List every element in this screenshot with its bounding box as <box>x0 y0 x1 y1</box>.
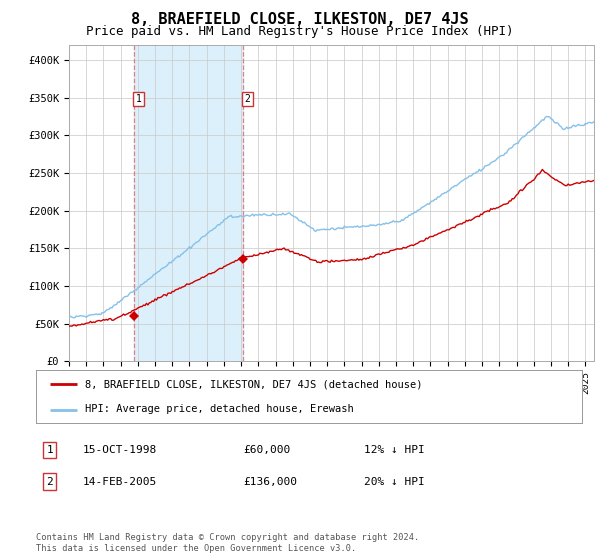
Bar <box>134 45 243 361</box>
Text: 8, BRAEFIELD CLOSE, ILKESTON, DE7 4JS: 8, BRAEFIELD CLOSE, ILKESTON, DE7 4JS <box>131 12 469 27</box>
Text: 2: 2 <box>46 477 53 487</box>
Text: 2: 2 <box>245 94 250 104</box>
Text: Price paid vs. HM Land Registry's House Price Index (HPI): Price paid vs. HM Land Registry's House … <box>86 25 514 38</box>
Text: Contains HM Land Registry data © Crown copyright and database right 2024.
This d: Contains HM Land Registry data © Crown c… <box>36 533 419 553</box>
Text: £60,000: £60,000 <box>244 445 291 455</box>
Text: 15-OCT-1998: 15-OCT-1998 <box>82 445 157 455</box>
Text: 1: 1 <box>46 445 53 455</box>
Text: 14-FEB-2005: 14-FEB-2005 <box>82 477 157 487</box>
Text: 12% ↓ HPI: 12% ↓ HPI <box>364 445 424 455</box>
Text: HPI: Average price, detached house, Erewash: HPI: Average price, detached house, Erew… <box>85 404 354 414</box>
Text: 20% ↓ HPI: 20% ↓ HPI <box>364 477 424 487</box>
Text: 1: 1 <box>136 94 142 104</box>
Text: 8, BRAEFIELD CLOSE, ILKESTON, DE7 4JS (detached house): 8, BRAEFIELD CLOSE, ILKESTON, DE7 4JS (d… <box>85 380 422 390</box>
Text: £136,000: £136,000 <box>244 477 298 487</box>
